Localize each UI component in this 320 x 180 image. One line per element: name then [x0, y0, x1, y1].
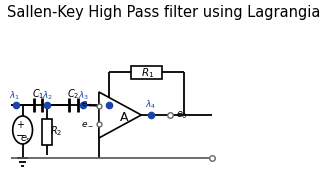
- Text: $e_0$: $e_0$: [176, 109, 188, 121]
- Text: A: A: [120, 111, 129, 123]
- Text: $e_+$: $e_+$: [81, 100, 94, 110]
- Text: +: +: [17, 120, 25, 130]
- Text: −: −: [16, 131, 25, 141]
- Text: $e_-$: $e_-$: [81, 119, 94, 128]
- Bar: [42, 118, 52, 145]
- Text: $\lambda_4$: $\lambda_4$: [146, 99, 157, 111]
- Text: $e_s$: $e_s$: [20, 133, 32, 145]
- Text: $R_1$: $R_1$: [141, 66, 155, 80]
- Text: $\lambda_3$: $\lambda_3$: [78, 90, 90, 102]
- Text: $R_2$: $R_2$: [50, 125, 62, 138]
- Bar: [131, 66, 162, 78]
- Text: $C_1$: $C_1$: [32, 87, 44, 101]
- Text: $\lambda_2$: $\lambda_2$: [43, 90, 53, 102]
- Text: $C_2$: $C_2$: [67, 87, 80, 101]
- Polygon shape: [99, 92, 141, 138]
- Text: $\lambda_1$: $\lambda_1$: [9, 90, 20, 102]
- Circle shape: [13, 116, 33, 144]
- Text: Sallen-Key High Pass filter using Lagrangian's: Sallen-Key High Pass filter using Lagran…: [7, 5, 320, 20]
